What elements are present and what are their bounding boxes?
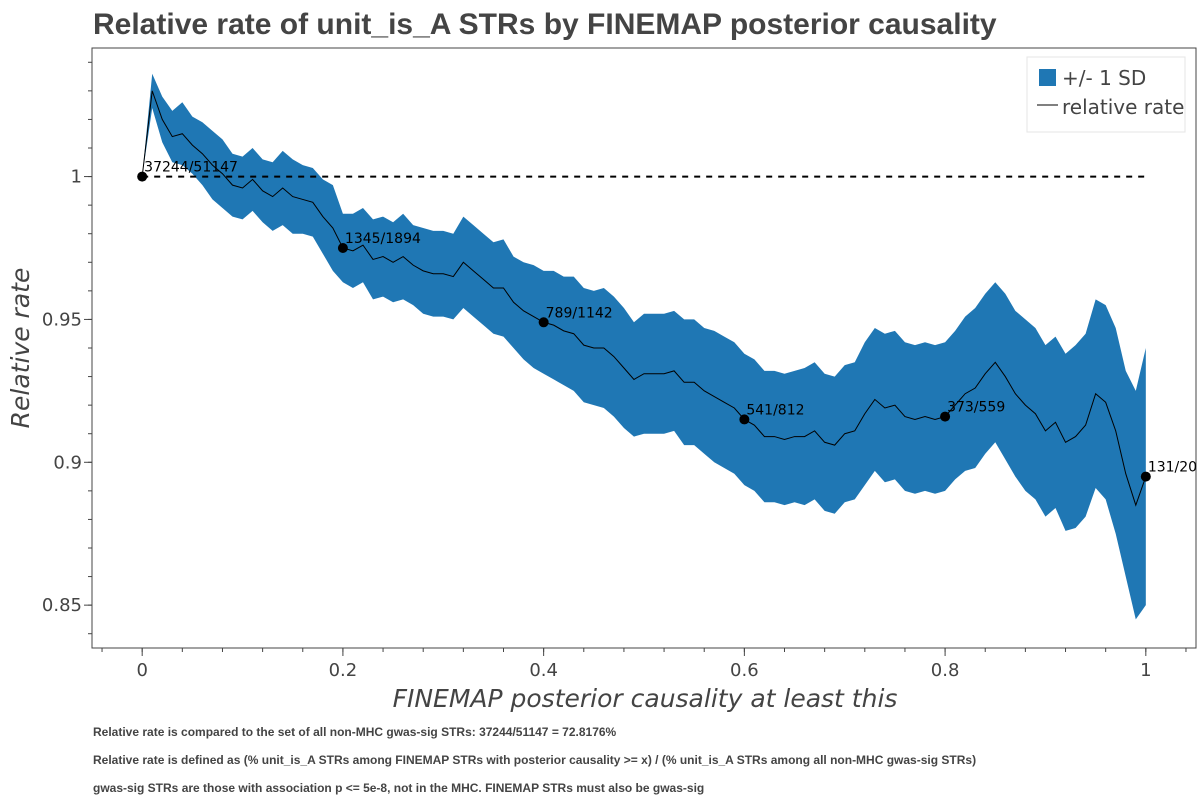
data-point xyxy=(538,317,549,328)
point-label: 541/812 xyxy=(746,402,804,418)
point-label: 373/559 xyxy=(947,400,1005,416)
relative-rate-line-group xyxy=(141,90,1147,507)
point-label: 789/1142 xyxy=(546,305,613,321)
footnote-3: gwas-sig STRs are those with association… xyxy=(93,781,705,795)
x-tick-label: 0.2 xyxy=(329,660,358,681)
x-tick-label: 0 xyxy=(136,660,147,681)
data-point xyxy=(137,171,148,182)
y-tick-label: 0.85 xyxy=(42,595,82,616)
relative-rate-line xyxy=(141,90,1147,507)
y-tick-label: 1 xyxy=(71,167,82,188)
legend: +/- 1 SD relative rate xyxy=(1026,56,1186,133)
legend-label-band: +/- 1 SD xyxy=(1062,66,1146,90)
footnote-2: Relative rate is defined as (% unit_is_A… xyxy=(93,753,977,767)
data-point xyxy=(940,411,951,422)
legend-swatch-band xyxy=(1039,69,1056,86)
data-point xyxy=(739,414,750,425)
x-tick-label: 0.4 xyxy=(529,660,558,681)
y-tick-label: 0.9 xyxy=(53,452,82,473)
chart-title: Relative rate of unit_is_A STRs by FINEM… xyxy=(93,8,997,41)
point-label: 37244/51147 xyxy=(144,160,238,176)
x-axis-label: FINEMAP posterior causality at least thi… xyxy=(393,684,898,713)
footnote-1: Relative rate is compared to the set of … xyxy=(93,725,617,739)
x-tick-label: 0.8 xyxy=(931,660,960,681)
sd-band-group xyxy=(142,73,1146,620)
y-axis: 0.85 0.9 0.95 1 xyxy=(42,61,92,635)
point-label: 1345/1894 xyxy=(345,231,421,247)
labeled-points-group: 37244/51147 1345/1894 789/1142 541/812 373/5… xyxy=(137,160,1197,482)
sd-band xyxy=(142,73,1146,620)
x-tick-label: 1 xyxy=(1140,660,1151,681)
y-axis-label: Relative rate xyxy=(6,268,35,429)
point-label: 131/20 xyxy=(1148,460,1197,476)
x-tick-label: 0.6 xyxy=(730,660,759,681)
data-point xyxy=(337,243,348,253)
y-tick-label: 0.95 xyxy=(42,309,82,330)
x-axis: 0 0.2 0.4 0.6 0.8 1 xyxy=(101,648,1187,681)
legend-label-line: relative rate xyxy=(1062,95,1184,119)
data-point xyxy=(1140,471,1151,482)
